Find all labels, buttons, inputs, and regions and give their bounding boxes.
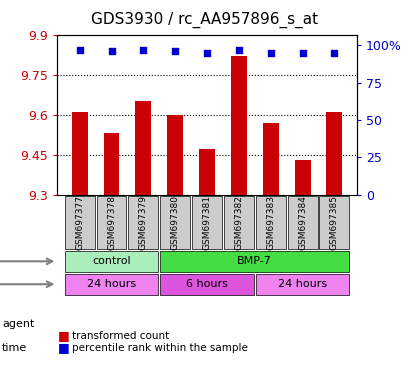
Point xyxy=(171,48,178,54)
Text: GDS3930 / rc_AA957896_s_at: GDS3930 / rc_AA957896_s_at xyxy=(91,12,318,28)
Text: ■: ■ xyxy=(57,341,69,354)
Bar xyxy=(135,101,151,195)
Text: GSM697378: GSM697378 xyxy=(107,195,116,250)
Text: 24 hours: 24 hours xyxy=(277,279,326,289)
FancyBboxPatch shape xyxy=(319,196,348,249)
Point xyxy=(330,50,337,56)
Text: ■: ■ xyxy=(57,329,69,343)
Bar xyxy=(72,112,88,195)
FancyBboxPatch shape xyxy=(65,274,158,295)
Text: GSM697382: GSM697382 xyxy=(234,195,243,250)
Point xyxy=(108,48,115,54)
Text: GSM697377: GSM697377 xyxy=(75,195,84,250)
FancyBboxPatch shape xyxy=(97,196,126,249)
FancyBboxPatch shape xyxy=(65,196,94,249)
Point xyxy=(76,46,83,53)
Point xyxy=(267,50,273,56)
Bar xyxy=(230,56,246,195)
Text: time: time xyxy=(2,343,27,353)
Text: 24 hours: 24 hours xyxy=(87,279,136,289)
FancyBboxPatch shape xyxy=(160,274,253,295)
Text: control: control xyxy=(92,257,130,266)
FancyBboxPatch shape xyxy=(255,196,285,249)
Text: GSM697379: GSM697379 xyxy=(139,195,148,250)
FancyBboxPatch shape xyxy=(255,274,348,295)
FancyBboxPatch shape xyxy=(223,196,253,249)
Point xyxy=(203,50,210,56)
FancyBboxPatch shape xyxy=(65,251,158,271)
Text: BMP-7: BMP-7 xyxy=(237,257,272,266)
Point xyxy=(140,46,146,53)
Point xyxy=(235,46,242,53)
Bar xyxy=(103,133,119,195)
Text: agent: agent xyxy=(2,319,34,329)
Bar xyxy=(262,123,278,195)
Text: GSM697380: GSM697380 xyxy=(170,195,179,250)
Text: GSM697384: GSM697384 xyxy=(297,195,306,250)
FancyBboxPatch shape xyxy=(287,196,317,249)
FancyBboxPatch shape xyxy=(192,196,222,249)
Text: transformed count: transformed count xyxy=(72,331,169,341)
Text: GSM697385: GSM697385 xyxy=(329,195,338,250)
Text: GSM697383: GSM697383 xyxy=(265,195,274,250)
Text: 6 hours: 6 hours xyxy=(186,279,227,289)
FancyBboxPatch shape xyxy=(160,251,348,271)
Text: GSM697381: GSM697381 xyxy=(202,195,211,250)
FancyBboxPatch shape xyxy=(160,196,190,249)
Bar xyxy=(167,115,183,195)
Bar xyxy=(199,149,214,195)
FancyBboxPatch shape xyxy=(128,196,158,249)
Text: percentile rank within the sample: percentile rank within the sample xyxy=(72,343,247,353)
Point xyxy=(299,50,305,56)
Bar xyxy=(294,160,310,195)
Bar xyxy=(326,112,342,195)
